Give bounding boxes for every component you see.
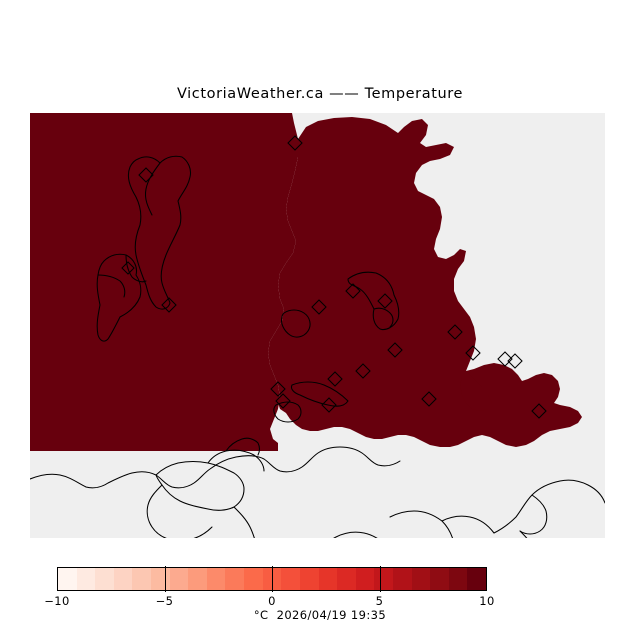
diamond-marker[interactable]	[287, 135, 303, 151]
colorbar-swatch	[448, 568, 468, 590]
station-marker-layer[interactable]	[121, 135, 547, 419]
diamond-marker[interactable]	[421, 391, 437, 407]
colorbar-swatch	[132, 568, 152, 590]
colorbar-swatch	[58, 568, 77, 590]
colorbar-swatch	[206, 568, 226, 590]
diamond-marker[interactable]	[121, 261, 135, 275]
diamond-marker[interactable]	[355, 363, 371, 379]
diamond-marker[interactable]	[507, 353, 523, 369]
diamond-marker[interactable]	[270, 381, 286, 397]
diamond-marker[interactable]	[377, 293, 393, 309]
diamond-marker[interactable]	[275, 393, 291, 409]
colorbar-swatch	[95, 568, 114, 590]
colorbar-swatch	[76, 568, 96, 590]
colorbar-swatch	[225, 568, 245, 590]
colorbar-swatch	[244, 568, 263, 590]
colorbar-swatch	[337, 568, 356, 590]
colorbar-caption: °C 2026/04/19 19:35	[253, 608, 387, 622]
colorbar-swatch	[411, 568, 431, 590]
colorbar-tick-label: 0	[268, 594, 276, 608]
colorbar[interactable]: −10 −5 0 5 10	[44, 566, 494, 608]
diamond-marker[interactable]	[465, 345, 481, 361]
diamond-marker[interactable]	[161, 297, 177, 313]
colorbar-swatch	[318, 568, 338, 590]
colorbar-tick-label: 10	[479, 594, 495, 608]
colorbar-swatch	[467, 568, 487, 590]
colorbar-tick	[164, 566, 166, 592]
map-panel[interactable]	[30, 113, 605, 538]
colorbar-tick-label: −10	[44, 594, 70, 608]
colorbar-swatch	[392, 568, 412, 590]
colorbar-swatch	[151, 568, 170, 590]
temperature-field	[30, 113, 582, 451]
diamond-marker[interactable]	[311, 299, 327, 315]
colorbar-tick	[272, 566, 273, 592]
colorbar-swatch	[430, 568, 449, 590]
colorbar-swatch	[374, 568, 393, 590]
colorbar-tick-label: −5	[155, 594, 174, 608]
colorbar-swatch	[355, 568, 375, 590]
diamond-marker[interactable]	[531, 403, 547, 419]
colorbar-swatch	[299, 568, 319, 590]
diamond-marker[interactable]	[321, 397, 337, 413]
coastline-layer	[30, 155, 605, 538]
colorbar-swatch	[188, 568, 207, 590]
colorbar-swatch	[169, 568, 189, 590]
colorbar-tick	[379, 566, 381, 592]
colorbar-swatch	[113, 568, 133, 590]
colorbar-tick-label: 5	[375, 594, 384, 608]
colorbar-swatch	[281, 568, 300, 590]
map-canvas[interactable]	[30, 113, 605, 538]
diamond-marker[interactable]	[387, 342, 403, 358]
page-title: VictoriaWeather.ca —— Temperature	[176, 86, 464, 102]
diamond-marker[interactable]	[345, 283, 361, 299]
diamond-marker[interactable]	[447, 324, 463, 340]
diamond-marker[interactable]	[497, 351, 513, 367]
diamond-marker[interactable]	[327, 371, 343, 387]
diamond-marker[interactable]	[138, 167, 154, 183]
